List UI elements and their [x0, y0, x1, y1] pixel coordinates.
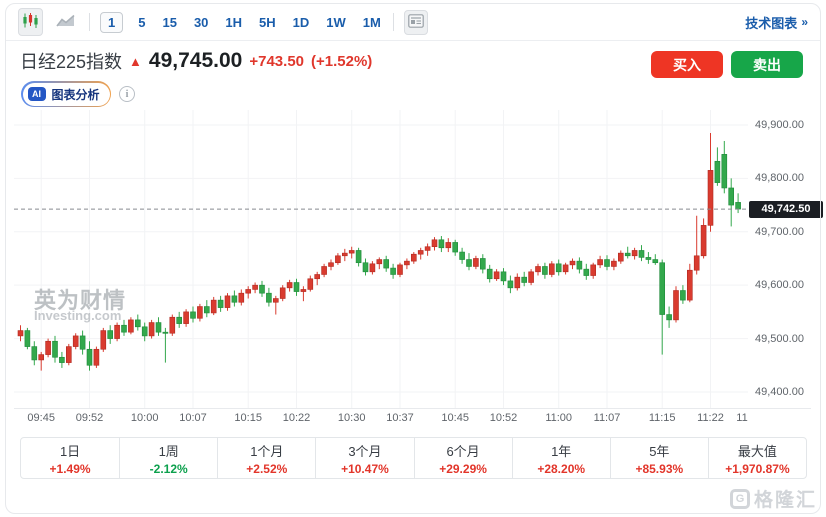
- timeframe-5h[interactable]: 5H: [259, 14, 276, 30]
- technical-chart-label: 技术图表: [745, 15, 798, 31]
- x-axis-label: 10:37: [386, 412, 414, 424]
- timeframe-1w[interactable]: 1W: [326, 14, 346, 30]
- perf-period-label: 1日: [59, 443, 81, 459]
- ai-icon: AI: [27, 87, 46, 101]
- perf-period-value: +10.47%: [341, 461, 389, 476]
- candlestick-icon: [22, 12, 39, 32]
- sell-button[interactable]: 卖出: [731, 51, 803, 78]
- perf-period-value: +85.93%: [635, 461, 684, 476]
- gelonghui-logo-icon: G: [729, 488, 750, 509]
- x-axis-label: 10:22: [282, 412, 311, 424]
- toolbar-divider: [392, 13, 394, 31]
- perf-period-value: +29.29%: [439, 461, 487, 476]
- perf-period-label: 5年: [649, 443, 670, 459]
- perf-cell-1年[interactable]: 1年 +28.20%: [511, 438, 610, 478]
- perf-cell-3个月[interactable]: 3个月 +10.47%: [315, 438, 413, 478]
- buy-button[interactable]: 买入: [651, 51, 723, 78]
- x-axis-label: 10:15: [234, 412, 262, 424]
- perf-cell-最大值[interactable]: 最大值 +1,970.87%: [707, 438, 806, 478]
- ai-analysis-label: 图表分析: [51, 87, 100, 102]
- timeframe-1[interactable]: 1: [100, 11, 124, 33]
- toolbar-divider: [89, 13, 90, 31]
- x-axis-label: 11:22: [697, 412, 724, 424]
- y-axis-label: 49,400.00: [755, 385, 804, 398]
- price-change: +743.50: [249, 52, 304, 70]
- info-icon[interactable]: i: [119, 86, 136, 102]
- timeframe-15[interactable]: 15: [162, 14, 177, 30]
- x-axis-label: 09:52: [75, 412, 104, 424]
- price-change-percent: (+1.52%): [311, 52, 373, 70]
- perf-cell-1个月[interactable]: 1个月 +2.52%: [217, 438, 315, 478]
- y-axis-label: 49,600.00: [755, 279, 804, 292]
- chart-toolbar: 1 5 15 30 1H 5H 1D 1W 1M 技术图表 »: [6, 4, 820, 41]
- y-axis-label: 49,900.00: [755, 118, 804, 131]
- info-panel-button[interactable]: [403, 9, 428, 35]
- ai-analysis-row: AI 图表分析 i: [21, 81, 136, 107]
- perf-period-value: +1,970.87%: [725, 461, 790, 476]
- perf-period-value: +2.52%: [246, 461, 288, 476]
- instrument-name: 日经225指数: [20, 52, 123, 72]
- chart-plot-area[interactable]: 英为财情 Investing.com: [14, 110, 748, 408]
- y-axis-label: 49,800.00: [755, 172, 804, 185]
- gelonghui-logo: G 格隆汇: [729, 485, 817, 512]
- y-axis-label: 49,500.00: [755, 332, 804, 345]
- area-chart-type-button[interactable]: [53, 10, 79, 34]
- last-price: 49,745.00: [148, 49, 243, 72]
- ai-chart-analysis-button[interactable]: AI 图表分析: [21, 81, 112, 107]
- instrument-header: 日经225指数 ▲ 49,745.00 +743.50 (+1.52%): [20, 47, 372, 75]
- perf-cell-1日[interactable]: 1日 +1.49%: [21, 438, 119, 478]
- timeframe-1d[interactable]: 1D: [292, 14, 310, 30]
- perf-period-label: 最大值: [737, 443, 777, 459]
- perf-period-label: 6个月: [446, 443, 480, 459]
- perf-period-label: 1个月: [250, 443, 284, 459]
- x-axis-label: 10:45: [441, 412, 469, 424]
- time-axis[interactable]: 09:45 09:52 10:00 10:07 10:15 10:22 10:30 10:37…: [14, 412, 754, 428]
- timeframe-1m[interactable]: 1M: [362, 14, 381, 30]
- timeframe-5[interactable]: 5: [138, 14, 146, 30]
- price-axis[interactable]: 49,900.00 49,800.00 49,700.00 49,600.00 49,5…: [753, 110, 823, 408]
- candlestick-chart-type-button[interactable]: [18, 8, 43, 36]
- x-axis-label: 11:07: [593, 412, 621, 424]
- candlestick-series: [14, 110, 748, 408]
- x-axis-label: 10:30: [337, 412, 366, 424]
- double-arrow-icon: »: [801, 15, 808, 29]
- perf-period-value: -2.12%: [149, 461, 188, 476]
- perf-period-value: +1.49%: [49, 461, 91, 476]
- perf-cell-5年[interactable]: 5年 +85.93%: [609, 438, 708, 478]
- technical-chart-link[interactable]: 技术图表 »: [745, 13, 808, 32]
- x-axis-label: 09:45: [27, 412, 55, 424]
- area-chart-icon: [56, 13, 76, 31]
- timeframe-1h[interactable]: 1H: [225, 14, 243, 30]
- timeframe-group: 1 5 15 30 1H 5H 1D 1W 1M: [100, 11, 383, 33]
- x-axis-label: 11:00: [545, 412, 573, 424]
- x-axis-label: 11:15: [648, 412, 676, 424]
- perf-period-label: 3个月: [348, 443, 382, 459]
- perf-period-label: 1周: [158, 443, 179, 459]
- x-axis-label: 10:52: [489, 412, 518, 424]
- last-price-badge: 49,742.50: [749, 200, 823, 218]
- perf-cell-6个月[interactable]: 6个月 +29.29%: [413, 438, 512, 478]
- price-up-arrow-icon: ▲: [129, 53, 142, 69]
- perf-period-value: +28.20%: [537, 461, 586, 476]
- perf-period-label: 1年: [551, 443, 572, 459]
- x-axis-label: 11: [736, 412, 748, 424]
- gelonghui-logo-text: 格隆汇: [753, 490, 817, 511]
- performance-strip: 1日 +1.49% 1周 -2.12% 1个月 +2.52% 3个月 +10.47% 6个月 +2…: [20, 437, 807, 479]
- perf-cell-1周[interactable]: 1周 -2.12%: [119, 438, 217, 478]
- time-axis-separator: [14, 408, 811, 409]
- x-axis-label: 10:00: [130, 412, 159, 424]
- news-panel-icon: [408, 13, 424, 31]
- y-axis-label: 49,700.00: [755, 225, 804, 238]
- timeframe-30[interactable]: 30: [193, 14, 209, 30]
- x-axis-label: 10:07: [179, 412, 207, 424]
